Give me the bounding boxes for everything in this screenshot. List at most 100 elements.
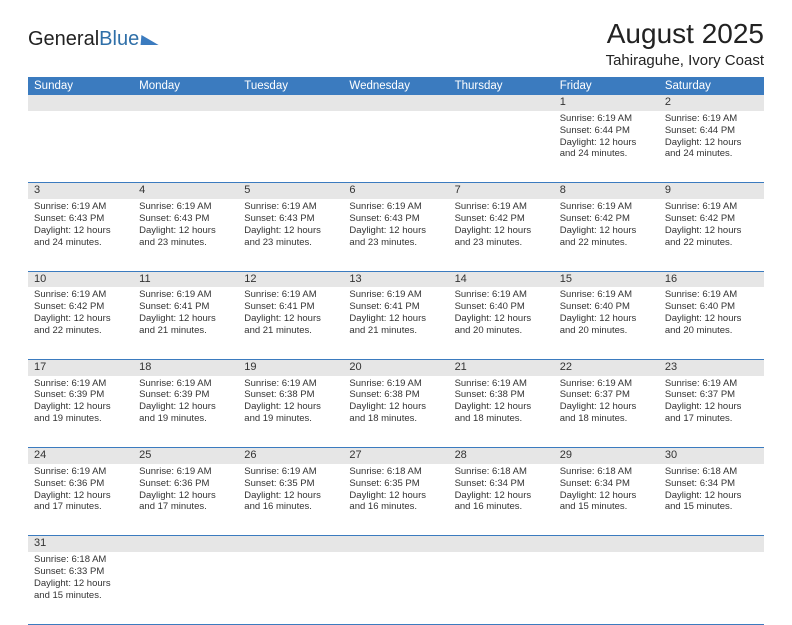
sunrise-line: Sunrise: 6:18 AM: [349, 466, 442, 478]
sunset-line: Sunset: 6:42 PM: [34, 301, 127, 313]
day-body: Sunrise: 6:19 AMSunset: 6:43 PMDaylight:…: [133, 199, 238, 252]
day-cell: Sunrise: 6:19 AMSunset: 6:43 PMDaylight:…: [238, 199, 343, 271]
day-body: Sunrise: 6:18 AMSunset: 6:34 PMDaylight:…: [449, 464, 554, 517]
sunset-line: Sunset: 6:41 PM: [349, 301, 442, 313]
sunrise-line: Sunrise: 6:19 AM: [244, 466, 337, 478]
day-body: Sunrise: 6:19 AMSunset: 6:38 PMDaylight:…: [343, 376, 448, 429]
day-number: 27: [343, 448, 448, 464]
daylight-line: Daylight: 12 hours and 19 minutes.: [34, 401, 127, 425]
daylight-line: Daylight: 12 hours and 20 minutes.: [665, 313, 758, 337]
day-cell: Sunrise: 6:19 AMSunset: 6:36 PMDaylight:…: [28, 464, 133, 536]
day-cell: Sunrise: 6:19 AMSunset: 6:36 PMDaylight:…: [133, 464, 238, 536]
day-cell: [449, 111, 554, 183]
day-number: 26: [238, 448, 343, 464]
title-block: August 2025 Tahiraguhe, Ivory Coast: [606, 18, 764, 69]
day-body: Sunrise: 6:19 AMSunset: 6:41 PMDaylight:…: [343, 287, 448, 340]
day-number: [449, 95, 554, 111]
day-number: 6: [343, 183, 448, 199]
day-body: Sunrise: 6:18 AMSunset: 6:34 PMDaylight:…: [554, 464, 659, 517]
weekday-header: Wednesday: [343, 77, 448, 95]
weekday-header-row: Sunday Monday Tuesday Wednesday Thursday…: [28, 77, 764, 95]
sunset-line: Sunset: 6:37 PM: [665, 389, 758, 401]
sunset-line: Sunset: 6:42 PM: [455, 213, 548, 225]
day-body: Sunrise: 6:19 AMSunset: 6:36 PMDaylight:…: [133, 464, 238, 517]
day-number: 18: [133, 359, 238, 375]
day-number: 1: [554, 95, 659, 111]
day-number: [238, 95, 343, 111]
day-cell: Sunrise: 6:18 AMSunset: 6:34 PMDaylight:…: [659, 464, 764, 536]
sunrise-line: Sunrise: 6:19 AM: [455, 289, 548, 301]
weekday-header: Saturday: [659, 77, 764, 95]
day-cell: [554, 552, 659, 624]
day-number: 11: [133, 271, 238, 287]
sunrise-line: Sunrise: 6:19 AM: [349, 378, 442, 390]
day-number: 20: [343, 359, 448, 375]
sunrise-line: Sunrise: 6:19 AM: [665, 201, 758, 213]
daylight-line: Daylight: 12 hours and 15 minutes.: [560, 490, 653, 514]
day-cell: Sunrise: 6:18 AMSunset: 6:34 PMDaylight:…: [449, 464, 554, 536]
day-number: 31: [28, 536, 133, 552]
day-number: [554, 536, 659, 552]
daynum-row: 24252627282930: [28, 448, 764, 464]
sunrise-line: Sunrise: 6:19 AM: [560, 201, 653, 213]
day-number: 7: [449, 183, 554, 199]
day-cell: Sunrise: 6:19 AMSunset: 6:40 PMDaylight:…: [659, 287, 764, 359]
sunset-line: Sunset: 6:43 PM: [34, 213, 127, 225]
day-body: Sunrise: 6:19 AMSunset: 6:40 PMDaylight:…: [554, 287, 659, 340]
day-number: [343, 536, 448, 552]
weekday-header: Monday: [133, 77, 238, 95]
sunrise-line: Sunrise: 6:19 AM: [455, 201, 548, 213]
sunset-line: Sunset: 6:38 PM: [244, 389, 337, 401]
sunset-line: Sunset: 6:43 PM: [244, 213, 337, 225]
daylight-line: Daylight: 12 hours and 16 minutes.: [455, 490, 548, 514]
day-cell: [449, 552, 554, 624]
day-cell: [133, 111, 238, 183]
day-cell: Sunrise: 6:19 AMSunset: 6:37 PMDaylight:…: [659, 376, 764, 448]
day-body: Sunrise: 6:19 AMSunset: 6:41 PMDaylight:…: [238, 287, 343, 340]
day-number: [343, 95, 448, 111]
day-number: [659, 536, 764, 552]
daylight-line: Daylight: 12 hours and 19 minutes.: [244, 401, 337, 425]
daynum-row: 12: [28, 95, 764, 111]
sunset-line: Sunset: 6:44 PM: [665, 125, 758, 137]
day-body: Sunrise: 6:19 AMSunset: 6:42 PMDaylight:…: [554, 199, 659, 252]
daylight-line: Daylight: 12 hours and 22 minutes.: [34, 313, 127, 337]
sunset-line: Sunset: 6:41 PM: [244, 301, 337, 313]
day-cell: [238, 552, 343, 624]
daylight-line: Daylight: 12 hours and 18 minutes.: [455, 401, 548, 425]
sunrise-line: Sunrise: 6:19 AM: [244, 201, 337, 213]
sunrise-line: Sunrise: 6:19 AM: [139, 201, 232, 213]
day-number: [133, 95, 238, 111]
sunset-line: Sunset: 6:35 PM: [244, 478, 337, 490]
day-number: 21: [449, 359, 554, 375]
day-number: 29: [554, 448, 659, 464]
day-number: 9: [659, 183, 764, 199]
daylight-line: Daylight: 12 hours and 18 minutes.: [349, 401, 442, 425]
week-row: Sunrise: 6:18 AMSunset: 6:33 PMDaylight:…: [28, 552, 764, 624]
daylight-line: Daylight: 12 hours and 19 minutes.: [139, 401, 232, 425]
sunset-line: Sunset: 6:33 PM: [34, 566, 127, 578]
day-cell: Sunrise: 6:19 AMSunset: 6:44 PMDaylight:…: [554, 111, 659, 183]
day-cell: Sunrise: 6:19 AMSunset: 6:39 PMDaylight:…: [133, 376, 238, 448]
day-cell: [238, 111, 343, 183]
day-number: 22: [554, 359, 659, 375]
day-cell: Sunrise: 6:19 AMSunset: 6:43 PMDaylight:…: [133, 199, 238, 271]
sunrise-line: Sunrise: 6:19 AM: [244, 289, 337, 301]
daynum-row: 31: [28, 536, 764, 552]
day-cell: Sunrise: 6:19 AMSunset: 6:38 PMDaylight:…: [449, 376, 554, 448]
day-number: [238, 536, 343, 552]
daylight-line: Daylight: 12 hours and 17 minutes.: [139, 490, 232, 514]
sunset-line: Sunset: 6:38 PM: [455, 389, 548, 401]
daylight-line: Daylight: 12 hours and 20 minutes.: [455, 313, 548, 337]
day-cell: [133, 552, 238, 624]
sunset-line: Sunset: 6:34 PM: [455, 478, 548, 490]
day-number: 28: [449, 448, 554, 464]
day-number: 13: [343, 271, 448, 287]
header: GeneralBlue August 2025 Tahiraguhe, Ivor…: [0, 0, 792, 77]
day-body: Sunrise: 6:19 AMSunset: 6:41 PMDaylight:…: [133, 287, 238, 340]
day-number: 30: [659, 448, 764, 464]
sunset-line: Sunset: 6:41 PM: [139, 301, 232, 313]
sunrise-line: Sunrise: 6:19 AM: [34, 201, 127, 213]
day-number: 16: [659, 271, 764, 287]
sunrise-line: Sunrise: 6:19 AM: [665, 289, 758, 301]
